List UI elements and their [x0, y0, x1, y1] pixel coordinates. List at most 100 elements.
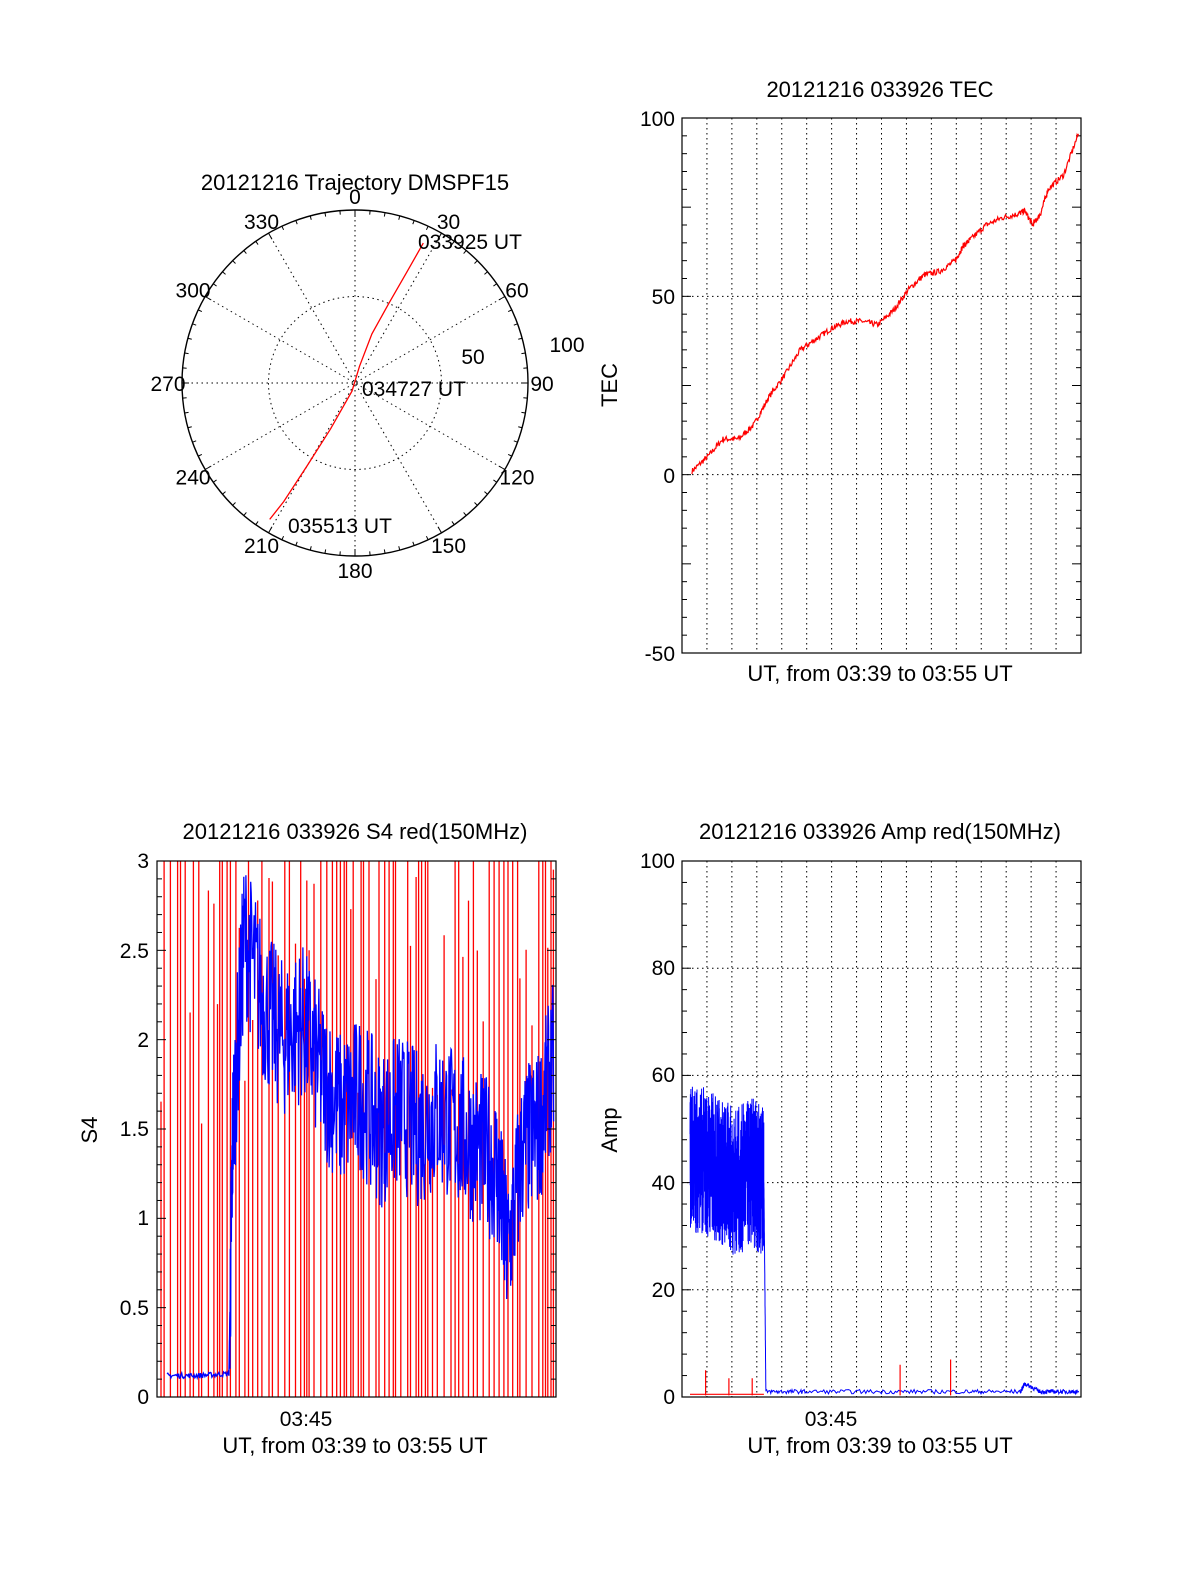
polar-tick	[484, 491, 488, 495]
tec-ytick: 0	[663, 465, 675, 488]
trajectory-polar-chart: 20121216 Trajectory DMSPF15 0 30 60 90 120 15…	[150, 170, 584, 583]
polar-tick	[192, 323, 197, 326]
polar-tick	[507, 453, 513, 457]
s4-ytick: 0.5	[120, 1297, 149, 1320]
polar-azimuth-label: 300	[176, 280, 211, 303]
s4-yticks: 3 2.5 2 1.5 1 0.5 0	[120, 850, 149, 1409]
s4-ylabel: S4	[77, 1117, 102, 1144]
polar-azimuth-label: 150	[431, 535, 466, 558]
polar-annotation-mid: 034727 UT	[362, 378, 466, 401]
tec-series-line	[691, 132, 1079, 475]
polar-tick	[232, 260, 236, 264]
polar-tick	[383, 549, 386, 554]
polar-azimuth-label: 180	[337, 560, 372, 583]
tec-xlabel: UT, from 03:39 to 03:55 UT	[747, 661, 1012, 686]
polar-tick	[513, 323, 518, 326]
polar-tick	[184, 411, 189, 414]
polar-tick	[513, 440, 518, 443]
polar-tick	[324, 549, 327, 554]
polar-azimuth-label: 60	[505, 280, 528, 303]
amp-blue-series-line	[689, 1086, 1080, 1396]
polar-tick	[474, 502, 478, 506]
polar-tick	[484, 271, 488, 275]
s4-title: 20121216 033926 S4 red(150MHz)	[183, 819, 528, 844]
polar-azimuth-label: 210	[244, 535, 279, 558]
polar-azimuth-label: 270	[150, 373, 185, 396]
polar-tick	[412, 220, 415, 225]
amp-title: 20121216 033926 Amp red(150MHz)	[699, 819, 1061, 844]
polar-tick	[295, 220, 298, 225]
polar-tick	[324, 212, 327, 217]
polar-tick	[184, 352, 189, 355]
amp-ytick: 80	[652, 957, 675, 980]
polar-tick	[412, 541, 415, 546]
amp-xtick: 03:45	[805, 1408, 858, 1431]
polar-tick	[425, 535, 429, 541]
s4-ytick: 1.5	[120, 1118, 149, 1141]
amp-ytick: 0	[663, 1386, 675, 1409]
polar-azimuth-label: 240	[176, 467, 211, 490]
s4-xlabel: UT, from 03:39 to 03:55 UT	[222, 1433, 487, 1458]
polar-tick	[232, 502, 236, 506]
polar-tick	[281, 535, 285, 541]
polar-tick	[498, 465, 506, 470]
tec-ytick: -50	[645, 643, 675, 666]
polar-tick	[507, 309, 513, 313]
polar-tick	[383, 212, 386, 217]
polar-radial-label-50: 50	[461, 346, 484, 369]
s4-ytick: 1	[137, 1207, 149, 1230]
polar-grid	[181, 209, 529, 557]
tec-chart: 20121216 033926 TEC 100 50 0 -50 TEC UT,…	[597, 77, 1082, 686]
polar-tick	[451, 240, 455, 245]
polar-tick	[197, 453, 203, 457]
tec-ytick: 50	[652, 286, 675, 309]
amp-ytick: 40	[652, 1172, 675, 1195]
amp-frame	[681, 860, 1082, 1398]
polar-tick	[518, 426, 523, 429]
polar-tick	[204, 465, 212, 470]
polar-tick	[197, 309, 203, 313]
polar-tick	[255, 240, 259, 245]
polar-tick	[268, 526, 273, 534]
polar-tick	[255, 521, 259, 526]
polar-tick	[493, 479, 498, 483]
amp-xlabel: UT, from 03:39 to 03:55 UT	[747, 1433, 1012, 1458]
polar-azimuth-label: 90	[530, 373, 553, 396]
s4-chart: 20121216 033926 S4 red(150MHz) 3 2.5 2 1…	[77, 819, 557, 1458]
polar-tick	[187, 337, 192, 340]
amp-ytick: 60	[652, 1064, 675, 1087]
s4-ytick: 2.5	[120, 940, 149, 963]
polar-azimuth-labels: 0 30 60 90 120 150 180 210 240 270 300 330	[150, 186, 553, 583]
polar-azimuth-label: 30	[437, 211, 460, 234]
polar-tick	[192, 440, 197, 443]
polar-trajectory-line	[269, 242, 424, 520]
tec-yticks: 100 50 0 -50	[640, 108, 675, 666]
polar-tick	[204, 296, 212, 301]
polar-tick	[187, 426, 192, 429]
polar-tick	[309, 215, 312, 220]
amp-ytick: 20	[652, 1279, 675, 1302]
polar-tick	[309, 546, 312, 551]
polar-tick	[281, 225, 285, 231]
tec-ylabel: TEC	[597, 363, 622, 407]
amp-ytick: 100	[640, 850, 675, 873]
polar-tick	[474, 260, 478, 264]
amp-yticks: 100 80 60 40 20 0	[640, 850, 675, 1409]
polar-tick	[437, 526, 442, 534]
polar-tick	[521, 352, 526, 355]
s4-ytick: 2	[137, 1029, 149, 1052]
polar-tick	[212, 479, 217, 483]
polar-tick	[521, 411, 526, 414]
amp-red-series-line	[690, 1359, 952, 1396]
polar-title: 20121216 Trajectory DMSPF15	[201, 170, 509, 195]
polar-tick	[222, 491, 226, 495]
tec-ytick: 100	[640, 108, 675, 131]
amp-ylabel: Amp	[597, 1107, 622, 1152]
amp-chart: 20121216 033926 Amp red(150MHz) 100 80 6…	[597, 819, 1082, 1458]
polar-azimuth-label: 0	[349, 186, 361, 209]
s4-blue-series-line	[166, 875, 555, 1381]
s4-frame	[156, 860, 557, 1398]
polar-tick	[243, 250, 247, 254]
polar-tick	[463, 512, 467, 516]
